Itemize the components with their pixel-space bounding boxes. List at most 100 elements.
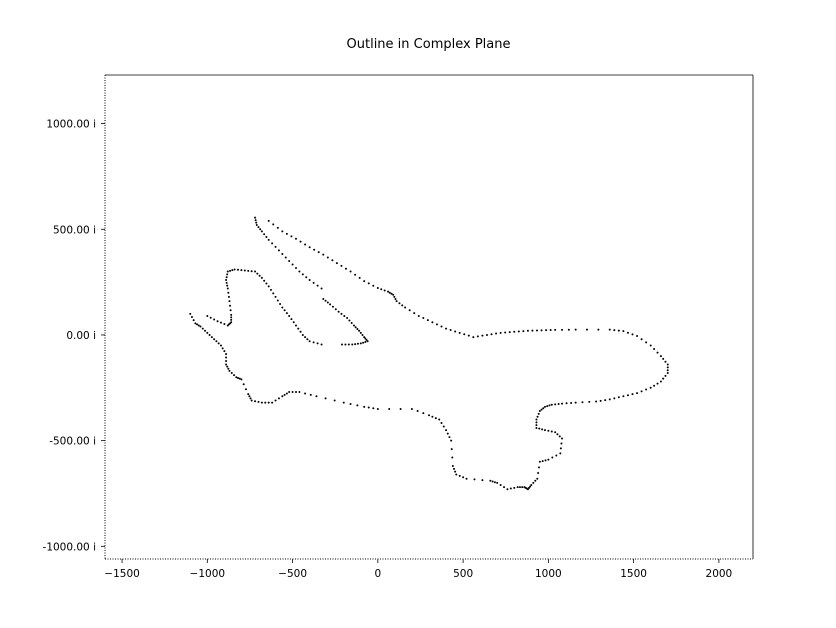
outline-point <box>240 269 243 272</box>
outline-point <box>518 486 521 489</box>
outline-point <box>259 228 262 231</box>
outline-point <box>581 401 584 404</box>
outline-point <box>529 485 532 488</box>
outline-point <box>608 328 611 331</box>
outline-point <box>666 366 669 369</box>
outline-point <box>526 329 529 332</box>
outline-point <box>416 410 419 413</box>
outline-point <box>361 333 364 336</box>
outline-point <box>597 328 600 331</box>
outline-point <box>189 312 192 315</box>
outline-point <box>301 333 304 336</box>
outline-point <box>362 341 365 344</box>
outline-point <box>613 397 616 400</box>
outline-point <box>540 329 543 332</box>
outline-point <box>213 338 216 341</box>
outline-point <box>281 306 284 309</box>
outline-point <box>258 274 261 277</box>
outline-point <box>399 407 402 410</box>
outline-point <box>535 424 538 427</box>
outline-point <box>548 404 551 407</box>
x-tick-label: −1000 <box>190 568 226 580</box>
outline-point <box>228 300 231 303</box>
outline-point <box>324 397 327 400</box>
outline-point <box>267 238 270 241</box>
outline-point <box>394 298 397 301</box>
outline-points <box>189 216 669 491</box>
outline-point <box>649 344 652 347</box>
outline-point <box>503 486 506 489</box>
outline-point <box>230 316 233 319</box>
outline-point <box>428 414 430 417</box>
outline-point <box>380 288 383 291</box>
outline-point <box>538 427 541 430</box>
outline-point <box>454 470 457 473</box>
outline-point <box>560 442 563 445</box>
x-tick-label: −500 <box>278 568 307 580</box>
outline-point <box>326 256 329 259</box>
outline-point <box>331 305 334 308</box>
outline-point <box>313 248 316 251</box>
outline-point <box>383 289 386 292</box>
outline-point <box>219 321 222 324</box>
outline-point <box>291 391 294 394</box>
outline-point <box>281 230 284 233</box>
outline-point <box>493 481 496 484</box>
outline-point <box>271 242 274 245</box>
outline-point <box>538 460 541 463</box>
outline-point <box>496 481 499 484</box>
outline-point <box>401 304 404 307</box>
outline-point <box>395 300 398 303</box>
outline-point <box>225 276 228 279</box>
outline-point <box>294 237 297 240</box>
outline-point <box>254 216 257 219</box>
outline-point <box>666 372 669 375</box>
outline-point <box>656 382 659 385</box>
outline-point <box>299 240 302 243</box>
outline-point <box>356 404 359 407</box>
outline-point <box>250 399 253 402</box>
outline-point <box>543 429 546 432</box>
outline-point <box>473 478 476 481</box>
outline-point <box>442 425 445 428</box>
outline-point <box>343 314 346 317</box>
outline-point <box>613 329 616 332</box>
outline-point <box>237 376 240 379</box>
outline-point <box>230 372 233 375</box>
x-axis-ticks: −1500 −1000 −500 0 500 1000 1500 2000 <box>104 559 732 580</box>
outline-point <box>272 223 275 226</box>
outline-point <box>242 383 245 386</box>
outline-point <box>227 295 230 298</box>
outline-point <box>595 400 598 403</box>
outline-point <box>349 270 352 273</box>
outline-point <box>542 407 545 410</box>
outline-point <box>225 356 228 359</box>
outline-point <box>267 285 270 288</box>
outline-point <box>536 415 539 418</box>
outline-point <box>277 397 280 400</box>
outline-point <box>551 456 554 459</box>
y-tick-label: 1000.00 i <box>46 119 96 131</box>
outline-point <box>254 400 257 403</box>
outline-point <box>322 253 325 256</box>
outline-point <box>366 340 369 343</box>
outline-point <box>359 342 362 345</box>
outline-point <box>226 270 229 273</box>
outline-point <box>393 295 396 298</box>
outline-point <box>431 321 434 324</box>
outline-point <box>257 226 260 229</box>
outline-point <box>288 314 291 317</box>
outline-point <box>298 270 301 273</box>
outline-point <box>535 421 538 424</box>
outline-point <box>636 335 639 338</box>
y-axis-ticks: 1000.00 i 500.00 i 0.00 i -500.00 i -1000.00… <box>43 119 105 553</box>
outline-point <box>352 324 355 327</box>
outline-point <box>372 407 375 410</box>
outline-point <box>349 403 352 406</box>
outline-point <box>347 343 350 346</box>
outline-point <box>267 219 270 222</box>
outline-point <box>567 328 570 331</box>
outline-point <box>256 272 259 275</box>
outline-point <box>358 329 361 332</box>
outline-point <box>550 430 553 433</box>
